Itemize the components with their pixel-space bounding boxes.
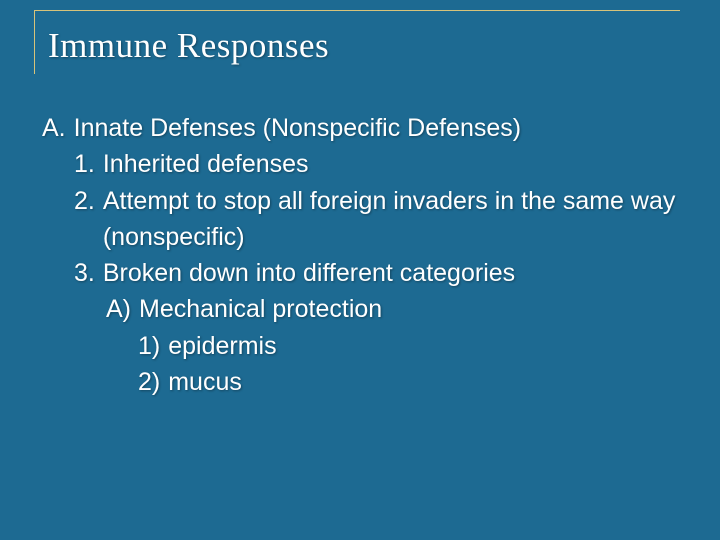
outline-text: mucus — [168, 364, 680, 400]
slide: Immune Responses A. Innate Defenses (Non… — [0, 0, 720, 540]
outline-text: Innate Defenses (Nonspecific Defenses) — [74, 110, 680, 146]
outline-text: Mechanical protection — [139, 291, 680, 327]
outline-marker: 2) — [138, 364, 168, 400]
outline-item: A) Mechanical protection — [106, 291, 680, 327]
outline-marker: A) — [106, 291, 139, 327]
slide-body: A. Innate Defenses (Nonspecific Defenses… — [42, 110, 680, 400]
outline-marker: 3. — [74, 255, 103, 291]
title-region: Immune Responses — [34, 10, 680, 80]
outline-item: 3. Broken down into different categories — [74, 255, 680, 291]
outline-item: A. Innate Defenses (Nonspecific Defenses… — [42, 110, 680, 146]
outline-marker: A. — [42, 110, 74, 146]
outline-item: 2) mucus — [138, 364, 680, 400]
title-rule-left — [34, 10, 35, 74]
outline-item: 1. Inherited defenses — [74, 146, 680, 182]
outline-marker: 2. — [74, 183, 103, 256]
outline-item: 2. Attempt to stop all foreign invaders … — [74, 183, 680, 256]
slide-title: Immune Responses — [34, 10, 680, 80]
outline-text: epidermis — [168, 328, 680, 364]
outline-text: Attempt to stop all foreign invaders in … — [103, 183, 680, 256]
outline-marker: 1) — [138, 328, 168, 364]
title-rule-top — [34, 10, 680, 11]
outline-text: Broken down into different categories — [103, 255, 680, 291]
outline-item: 1) epidermis — [138, 328, 680, 364]
outline-text: Inherited defenses — [103, 146, 680, 182]
outline-marker: 1. — [74, 146, 103, 182]
